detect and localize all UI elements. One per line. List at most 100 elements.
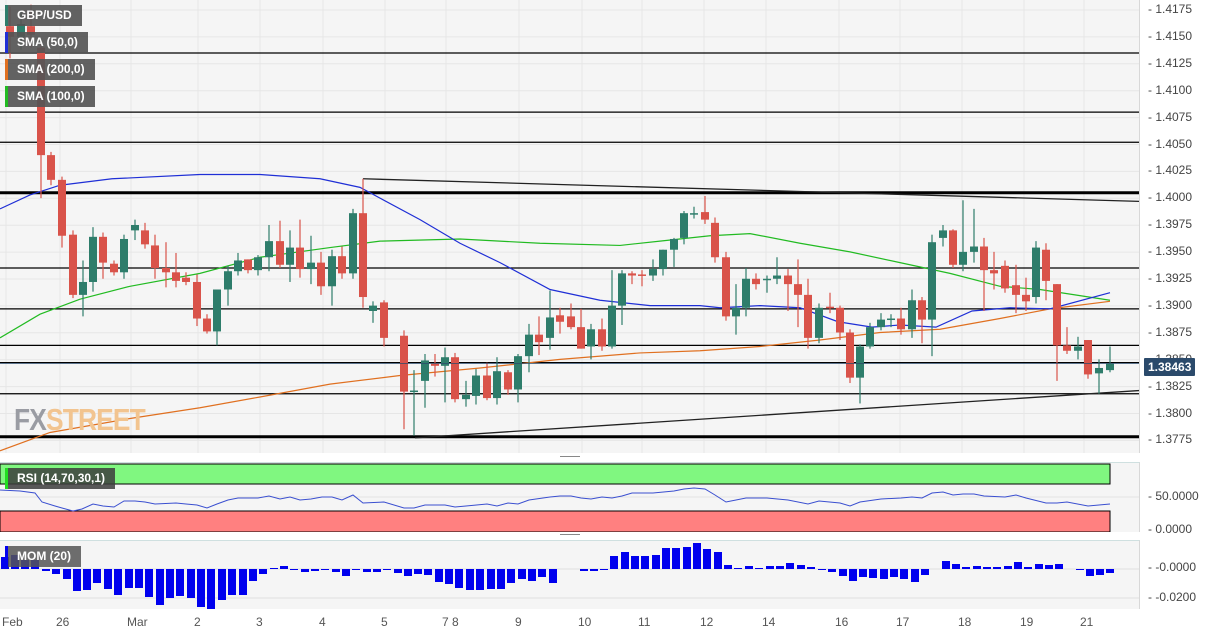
legend-sma200[interactable]: SMA (200,0) bbox=[5, 59, 95, 80]
price-tick-label: - 1.4100 bbox=[1148, 82, 1193, 97]
momentum-pane[interactable]: MOM (20) bbox=[0, 540, 1140, 609]
indicator-tick-label: - -0.0000 bbox=[1148, 560, 1197, 574]
price-tick-label: - 1.3825 bbox=[1148, 378, 1193, 393]
candle bbox=[1012, 264, 1020, 314]
candle bbox=[338, 246, 346, 279]
sma100-color-swatch bbox=[5, 86, 8, 107]
momentum-bar bbox=[125, 569, 133, 588]
candle bbox=[598, 318, 606, 351]
candle bbox=[1084, 340, 1092, 379]
candle-body bbox=[296, 247, 304, 270]
momentum-bar bbox=[135, 569, 143, 588]
legend-sma50-label: SMA (50,0) bbox=[17, 35, 78, 49]
candle-body bbox=[1042, 249, 1050, 281]
price-tick-label: - 1.4175 bbox=[1148, 2, 1193, 16]
time-tick-label: 2 bbox=[194, 615, 201, 629]
candle bbox=[887, 314, 895, 328]
candle-body bbox=[773, 275, 781, 279]
momentum-bar bbox=[42, 569, 50, 571]
candle-body bbox=[27, 26, 35, 35]
candle bbox=[949, 229, 957, 268]
candle bbox=[359, 178, 367, 308]
candle-body bbox=[959, 251, 967, 265]
momentum-bar bbox=[776, 566, 784, 569]
price-tick-label: - 1.3950 bbox=[1148, 244, 1193, 259]
candlestick-chart[interactable] bbox=[0, 0, 1139, 453]
candle bbox=[1032, 241, 1040, 304]
time-tick-label: 7 8 bbox=[442, 615, 459, 629]
legend-sma100[interactable]: SMA (100,0) bbox=[5, 86, 95, 107]
legend-rsi[interactable]: RSI (14,70,30,1) bbox=[5, 468, 116, 489]
candle bbox=[577, 308, 585, 349]
momentum-bar bbox=[849, 569, 857, 581]
momentum-bar bbox=[807, 567, 815, 569]
candle-body bbox=[1022, 294, 1030, 302]
candle bbox=[276, 220, 284, 268]
momentum-bar bbox=[476, 569, 484, 590]
candle bbox=[628, 271, 636, 285]
candle-body bbox=[939, 230, 947, 238]
time-tick-label: 17 bbox=[896, 615, 910, 629]
momentum-bar bbox=[342, 569, 350, 576]
candle bbox=[421, 354, 429, 408]
momentum-bar bbox=[445, 569, 453, 584]
legend-symbol[interactable]: GBP/USD bbox=[5, 5, 82, 26]
momentum-bar bbox=[724, 565, 732, 569]
candle bbox=[504, 370, 512, 395]
candle-body bbox=[504, 372, 512, 390]
momentum-bar bbox=[455, 569, 463, 588]
candle-body bbox=[182, 277, 190, 282]
rsi-overbought-band bbox=[0, 463, 1111, 485]
last-price-tag: 1.38463 bbox=[1144, 358, 1196, 376]
candle-body bbox=[1084, 340, 1092, 375]
candle-body bbox=[1074, 346, 1082, 351]
price-tick-label: - 1.3775 bbox=[1148, 432, 1193, 447]
momentum-bar bbox=[301, 569, 309, 572]
candle-body bbox=[587, 329, 595, 347]
rsi-pane[interactable]: RSI (14,70,30,1) bbox=[0, 462, 1140, 532]
momentum-bar bbox=[197, 569, 205, 607]
candle-body bbox=[89, 236, 97, 282]
time-tick-label: 26 bbox=[56, 615, 70, 629]
candle-body bbox=[670, 238, 678, 250]
candle-body bbox=[990, 270, 998, 274]
candle-body bbox=[866, 327, 874, 347]
momentum-bar bbox=[590, 569, 598, 571]
legend-mom[interactable]: MOM (20) bbox=[5, 546, 81, 567]
candle-body bbox=[897, 318, 905, 330]
candle bbox=[836, 305, 844, 341]
candle-body bbox=[265, 241, 273, 258]
momentum-bar bbox=[672, 548, 680, 569]
candle bbox=[980, 237, 988, 311]
candle bbox=[918, 297, 926, 344]
momentum-bar bbox=[755, 568, 763, 569]
momentum-bar bbox=[993, 567, 1001, 569]
candle bbox=[680, 211, 688, 245]
candle-body bbox=[577, 327, 585, 349]
candle bbox=[131, 219, 139, 241]
candle-body bbox=[1001, 265, 1009, 289]
candle-body bbox=[421, 360, 429, 381]
candle-body bbox=[722, 257, 730, 317]
candle-body bbox=[483, 375, 491, 399]
price-tick-label: - 1.4050 bbox=[1148, 136, 1193, 151]
symbol-color-swatch bbox=[5, 5, 8, 26]
legend-sma50[interactable]: SMA (50,0) bbox=[5, 32, 88, 53]
candle bbox=[815, 303, 823, 344]
candle bbox=[1106, 346, 1114, 373]
price-tick-label: - 1.4075 bbox=[1148, 109, 1193, 124]
price-chart-pane[interactable]: FXSTREET GBP/USD SMA (50,0) SMA (200,0) … bbox=[0, 0, 1140, 453]
momentum-bar bbox=[518, 569, 526, 579]
momentum-bar bbox=[859, 569, 867, 577]
candle bbox=[856, 344, 864, 404]
candle bbox=[120, 234, 128, 279]
time-tick-label: 12 bbox=[700, 615, 714, 629]
time-tick-label: 3 bbox=[256, 615, 263, 629]
momentum-bar bbox=[952, 564, 960, 569]
momentum-bar bbox=[797, 565, 805, 569]
momentum-bar bbox=[239, 569, 247, 595]
time-tick-label: 14 bbox=[762, 615, 776, 629]
candle bbox=[296, 219, 304, 278]
candle bbox=[451, 352, 459, 403]
candle bbox=[618, 270, 626, 325]
